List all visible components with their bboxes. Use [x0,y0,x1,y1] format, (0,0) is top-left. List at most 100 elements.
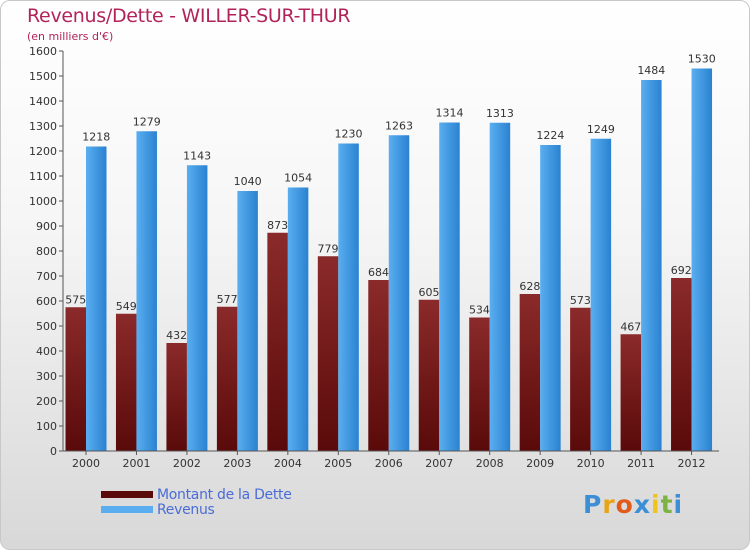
legend-label-revenue: Revenus [157,501,215,518]
data-label-debt-2008: 534 [469,304,490,317]
y-tick-label: 1100 [29,170,57,183]
data-label-debt-2009: 628 [519,280,540,293]
legend-item-debt: Montant de la Dette [101,486,292,503]
logo-letter: P [583,490,603,519]
data-label-revenue-2011: 1484 [637,64,665,77]
x-tick-label-2012: 2012 [678,457,706,470]
logo-letter: i [673,490,684,519]
data-label-revenue-2003: 1040 [234,175,262,188]
y-tick-label: 1600 [29,45,57,58]
y-tick-label: 700 [36,270,57,283]
x-tick-label-2005: 2005 [324,457,352,470]
data-label-debt-2004: 873 [267,219,288,232]
bar-debt-2009 [519,294,541,451]
data-label-debt-2010: 573 [570,294,591,307]
bar-revenue-2011 [641,80,662,451]
x-tick-label-2007: 2007 [425,457,453,470]
data-label-revenue-2004: 1054 [284,172,312,185]
logo-letter: i [651,490,661,519]
data-label-debt-2011: 467 [620,320,641,333]
data-label-revenue-2006: 1263 [385,119,413,132]
y-tick-label: 300 [36,370,57,383]
y-tick-label: 400 [36,345,57,358]
bar-debt-2003 [216,306,238,451]
bar-debt-2011 [620,334,642,451]
bar-debt-2004 [267,232,288,451]
chart-title: Revenus/Dette - WILLER-SUR-THUR [27,5,351,27]
data-label-revenue-2001: 1279 [133,115,161,128]
bar-revenue-2000 [86,146,107,451]
data-label-debt-2005: 779 [318,242,339,255]
bar-revenue-2001 [136,131,157,451]
x-tick-label-2000: 2000 [72,457,100,470]
bar-debt-2012 [671,278,692,451]
data-label-debt-2012: 692 [671,264,692,277]
data-label-revenue-2008: 1313 [486,107,514,120]
logo-letter: x [633,490,651,519]
bar-revenue-2009 [540,145,561,451]
bar-debt-2005 [317,256,339,451]
data-label-revenue-2005: 1230 [335,128,363,141]
y-tick-label: 1500 [29,70,57,83]
y-tick-label: 1300 [29,120,57,133]
x-tick-label-2003: 2003 [223,457,251,470]
chart-subtitle: (en milliers d'€) [27,30,114,43]
legend-item-revenue: Revenus [101,501,292,518]
legend-swatch-revenue [101,506,153,513]
bar-revenue-2003 [237,191,258,451]
legend-label-debt: Montant de la Dette [157,486,292,503]
bar-debt-2002 [166,343,187,451]
bar-debt-2006 [368,280,389,451]
bar-debt-2008 [469,317,490,451]
bar-debt-2001 [115,313,137,451]
legend-swatch-debt [101,491,153,498]
y-tick-label: 200 [36,395,57,408]
bar-revenue-2010 [590,138,612,451]
bar-revenue-2007 [439,122,460,451]
bar-revenue-2002 [186,165,208,451]
data-label-debt-2001: 549 [116,300,137,313]
y-tick-label: 1000 [29,195,57,208]
bar-debt-2007 [418,299,440,451]
data-label-debt-2000: 575 [65,293,86,306]
x-tick-label-2004: 2004 [274,457,302,470]
x-tick-label-2002: 2002 [173,457,201,470]
y-tick-label: 500 [36,320,57,333]
logo-letter: t [660,490,674,519]
proxiti-logo: Proxiti [583,490,683,519]
data-label-revenue-2009: 1224 [536,129,564,142]
bar-revenue-2012 [691,68,713,451]
data-label-revenue-2000: 1218 [82,131,110,144]
logo-letter: r [602,490,616,519]
logo-letter: o [615,490,634,519]
bar-debt-2000 [65,307,86,451]
y-tick-label: 1400 [29,95,57,108]
y-tick-label: 1200 [29,145,57,158]
bar-revenue-2005 [338,143,359,451]
y-tick-label: 800 [36,245,57,258]
x-tick-label-2009: 2009 [526,457,554,470]
data-label-debt-2002: 432 [166,329,187,342]
data-label-revenue-2007: 1314 [435,107,463,120]
y-tick-label: 100 [36,420,57,433]
legend: Montant de la Dette Revenus [101,486,292,518]
bar-revenue-2008 [489,122,511,451]
data-label-debt-2003: 577 [217,293,238,306]
data-label-revenue-2010: 1249 [587,123,615,136]
x-tick-label-2008: 2008 [476,457,504,470]
y-tick-label: 0 [50,445,57,458]
data-label-revenue-2012: 1530 [688,53,716,66]
x-tick-label-2006: 2006 [375,457,403,470]
bar-revenue-2004 [287,187,309,451]
x-tick-label-2010: 2010 [577,457,605,470]
y-tick-label: 900 [36,220,57,233]
data-label-debt-2006: 684 [368,266,389,279]
data-label-debt-2007: 605 [418,286,439,299]
data-label-revenue-2002: 1143 [183,149,211,162]
bar-revenue-2006 [388,135,410,451]
bar-debt-2010 [570,307,591,451]
y-tick-label: 600 [36,295,57,308]
x-tick-label-2001: 2001 [122,457,150,470]
